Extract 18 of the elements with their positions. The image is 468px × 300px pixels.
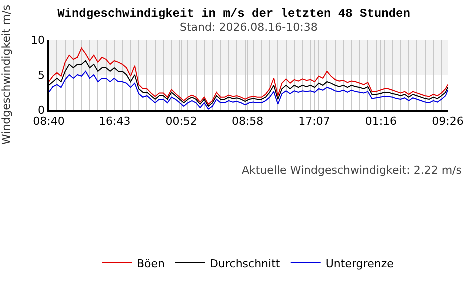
chart-subtitle: Stand: 2026.08.16-10:38 — [180, 21, 318, 34]
y-tick-label: 5 — [38, 68, 46, 82]
x-tick-label: 09:26 — [432, 114, 464, 128]
text: Aktuelle Windgeschwindigkeit: 2.22 m/s — [242, 164, 462, 177]
y-axis-title: Windgeschwindigkeit m/s — [0, 4, 14, 145]
x-tick-label: 16:43 — [99, 114, 131, 128]
x-tick-label: 08:58 — [232, 114, 264, 128]
x-tick-label: 17:07 — [298, 114, 330, 128]
legend-label: Durchschnitt — [210, 257, 281, 270]
x-tick-label: 00:52 — [166, 114, 198, 128]
y-tick-label: 0 — [38, 104, 46, 117]
y-tick-label: 10 — [31, 34, 46, 47]
x-tick-label: 01:16 — [365, 114, 398, 128]
legend-label: Böen — [137, 257, 166, 270]
chart-title: Windgeschwindigkeit in m/s der letzten 48 Stunden — [58, 7, 410, 22]
line-series — [49, 48, 448, 105]
legend-label: Untergrenze — [326, 257, 394, 270]
x-tick-label: 08:40 — [33, 114, 65, 128]
